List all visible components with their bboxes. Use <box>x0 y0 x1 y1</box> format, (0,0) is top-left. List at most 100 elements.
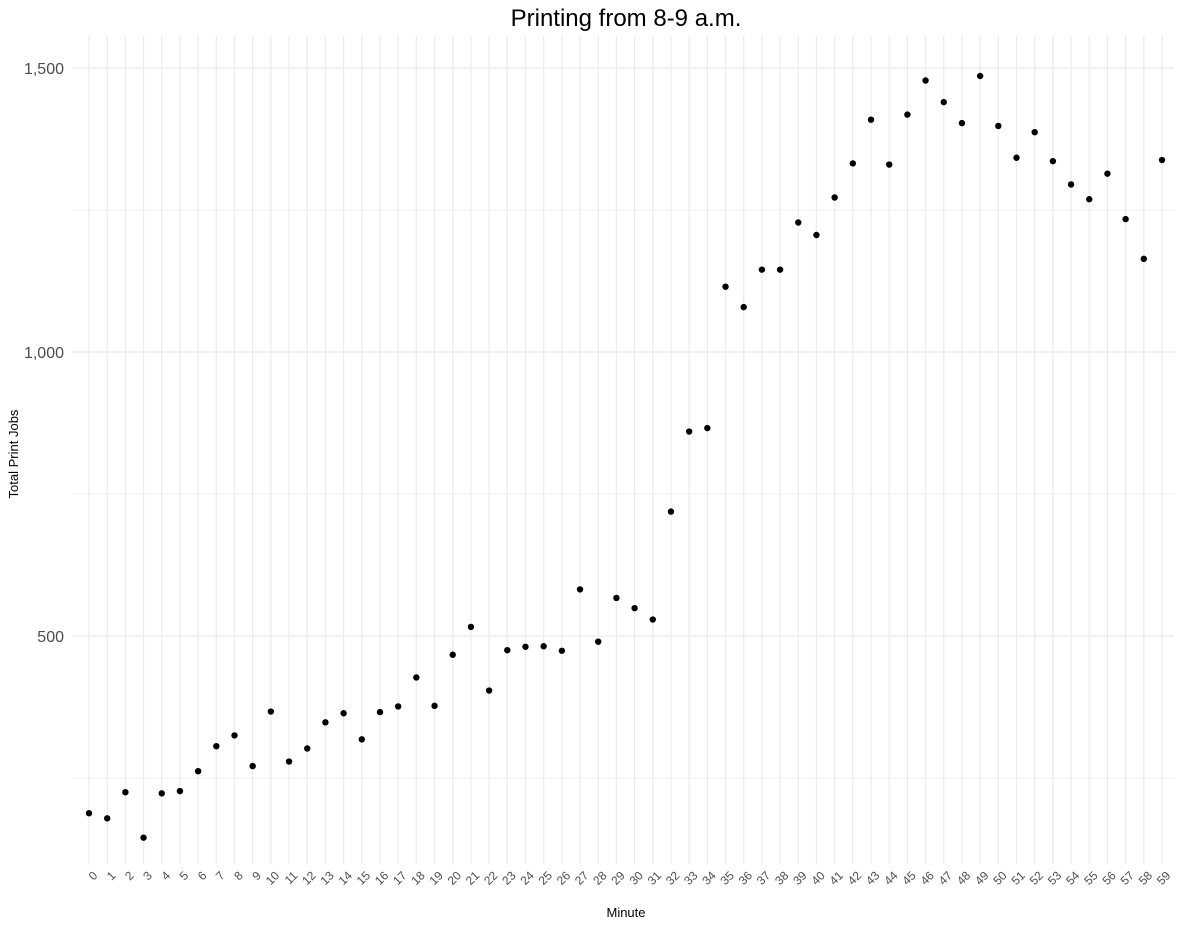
x-tick-label: 56 <box>1099 868 1119 888</box>
data-point <box>813 231 820 239</box>
x-tick-label: 37 <box>754 868 774 888</box>
x-tick-label: 38 <box>772 868 792 888</box>
data-point <box>358 736 365 743</box>
x-tick-label: 3 <box>140 868 155 883</box>
x-tick-label: 5 <box>177 868 192 883</box>
data-point <box>522 643 529 650</box>
data-point <box>886 161 893 168</box>
data-point <box>431 702 438 710</box>
y-tick-label: 1,000 <box>24 345 64 362</box>
x-tick-label: 30 <box>627 868 647 888</box>
x-tick-label: 19 <box>427 868 447 888</box>
data-point <box>1031 128 1038 136</box>
data-point <box>867 116 875 123</box>
x-axis-title: Minute <box>606 905 645 920</box>
x-tick-label: 7 <box>213 868 228 883</box>
data-point <box>613 594 620 602</box>
x-tick-label: 35 <box>718 868 738 888</box>
data-point <box>376 708 384 716</box>
x-tick-label: 28 <box>590 868 610 888</box>
data-point <box>1104 170 1111 177</box>
x-tick-label: 23 <box>499 868 519 888</box>
x-tick-label: 40 <box>808 868 828 888</box>
x-tick-label: 24 <box>517 868 537 888</box>
x-tick-label: 9 <box>249 868 264 883</box>
data-point <box>595 638 602 645</box>
data-point <box>1086 196 1093 203</box>
data-point <box>667 508 675 515</box>
x-tick-label: 15 <box>354 868 374 888</box>
data-point <box>322 719 329 726</box>
data-point <box>976 72 984 80</box>
x-tick-label: 31 <box>645 868 665 888</box>
data-point <box>449 651 456 658</box>
y-tick-label: 1,500 <box>24 61 64 78</box>
x-tick-label: 43 <box>863 868 883 888</box>
data-point <box>631 604 638 612</box>
data-point <box>394 703 402 710</box>
data-point <box>740 303 747 311</box>
data-point <box>103 815 111 822</box>
x-tick-label: 22 <box>481 868 501 888</box>
x-tick-label: 51 <box>1009 868 1029 888</box>
x-tick-label: 1 <box>104 868 119 883</box>
data-point <box>122 789 129 796</box>
x-tick-label: 4 <box>158 868 173 883</box>
data-point <box>831 194 838 201</box>
data-point <box>158 790 165 797</box>
data-point <box>176 787 184 795</box>
x-tick-label: 48 <box>954 868 974 888</box>
data-point <box>485 687 493 694</box>
data-point <box>758 266 766 273</box>
data-point <box>722 283 729 290</box>
x-tick-label: 53 <box>1045 868 1065 888</box>
data-point <box>340 710 347 717</box>
x-tick-label: 21 <box>463 868 483 888</box>
data-point <box>940 98 947 106</box>
data-point <box>249 762 256 770</box>
x-tick-label: 55 <box>1081 868 1101 888</box>
x-tick-label: 46 <box>918 868 938 888</box>
x-tick-label: 39 <box>790 868 810 888</box>
data-point <box>140 834 147 841</box>
data-point <box>304 745 311 752</box>
data-point <box>995 122 1002 130</box>
x-tick-label: 42 <box>845 868 865 888</box>
x-tick-label: 36 <box>736 868 756 888</box>
data-point <box>1013 154 1020 161</box>
grid <box>72 36 1174 864</box>
x-tick-label: 18 <box>408 868 428 888</box>
x-tick-label: 25 <box>536 868 556 888</box>
x-tick-label: 52 <box>1027 868 1047 888</box>
data-point <box>194 767 202 775</box>
x-tick-label: 59 <box>1154 868 1174 888</box>
data-point <box>576 586 584 593</box>
data-point <box>795 219 802 226</box>
data-point <box>504 647 511 654</box>
data-point <box>540 643 547 650</box>
x-tick-label: 54 <box>1063 868 1083 888</box>
y-axis-title: Total Print Jobs <box>6 409 21 498</box>
data-point <box>85 810 93 817</box>
x-tick-label: 14 <box>336 868 356 888</box>
data-point <box>649 616 656 623</box>
data-point <box>685 428 693 435</box>
x-tick-label: 17 <box>390 868 410 888</box>
data-point <box>231 732 238 739</box>
data-point <box>922 77 929 84</box>
data-point <box>904 111 911 118</box>
data-point <box>1158 156 1166 164</box>
x-tick-label: 34 <box>699 868 719 888</box>
data-point <box>1122 215 1129 223</box>
x-tick-label: 20 <box>445 868 465 888</box>
x-tick-label: 41 <box>827 868 847 888</box>
x-tick-label: 47 <box>936 868 956 888</box>
x-tick-label: 10 <box>263 868 283 888</box>
data-point <box>558 647 566 654</box>
x-tick-label: 26 <box>554 868 574 888</box>
x-tick-label: 45 <box>899 868 919 888</box>
x-tick-label: 27 <box>572 868 592 888</box>
chart-title: Printing from 8-9 a.m. <box>511 5 742 32</box>
